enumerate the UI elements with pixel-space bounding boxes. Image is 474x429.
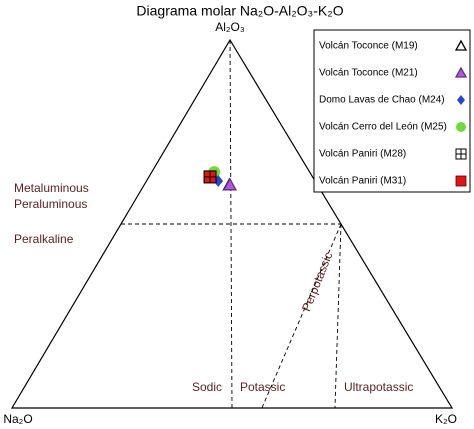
legend-label: Volcán Toconce (M19) xyxy=(319,41,418,52)
legend-marker xyxy=(456,122,466,132)
boundary-line xyxy=(261,223,342,409)
vertex-label: K₂O xyxy=(435,412,457,426)
region-label: Metaluminous xyxy=(14,181,89,195)
marker-cross xyxy=(204,170,217,183)
region-label: Perpotassic xyxy=(299,250,335,313)
legend-marker xyxy=(454,66,468,78)
legend-marker xyxy=(454,39,468,51)
legend-label: Volcán Toconce (M21) xyxy=(319,68,418,79)
region-label: Ultrapotassic xyxy=(344,380,413,394)
vertex-label: Na₂O xyxy=(3,412,32,426)
region-label: Peralkaline xyxy=(14,232,74,246)
legend-label: Volcán Paniri (M28) xyxy=(319,149,406,160)
region-label: Sodic xyxy=(192,380,222,394)
boundary-line xyxy=(334,223,342,409)
boundary-line xyxy=(229,39,233,409)
data-point xyxy=(222,177,238,191)
chart-title: Diagrama molar Na₂O-Al₂O₃-K₂O xyxy=(136,3,343,19)
region-label: Peraluminous xyxy=(14,197,87,211)
data-point xyxy=(213,174,224,187)
legend-marker xyxy=(455,175,467,187)
legend-label: Volcán Paniri (M31) xyxy=(319,176,406,187)
region-label: Potassic xyxy=(240,380,285,394)
legend xyxy=(313,29,471,193)
legend-label: Volcán Cerro del León (M25) xyxy=(319,122,447,133)
marker-cross xyxy=(456,149,466,159)
legend-marker xyxy=(457,95,465,105)
legend-label: Domo Lavas de Chao (M24) xyxy=(319,95,445,106)
vertex-label: Al₂O₃ xyxy=(215,20,245,34)
